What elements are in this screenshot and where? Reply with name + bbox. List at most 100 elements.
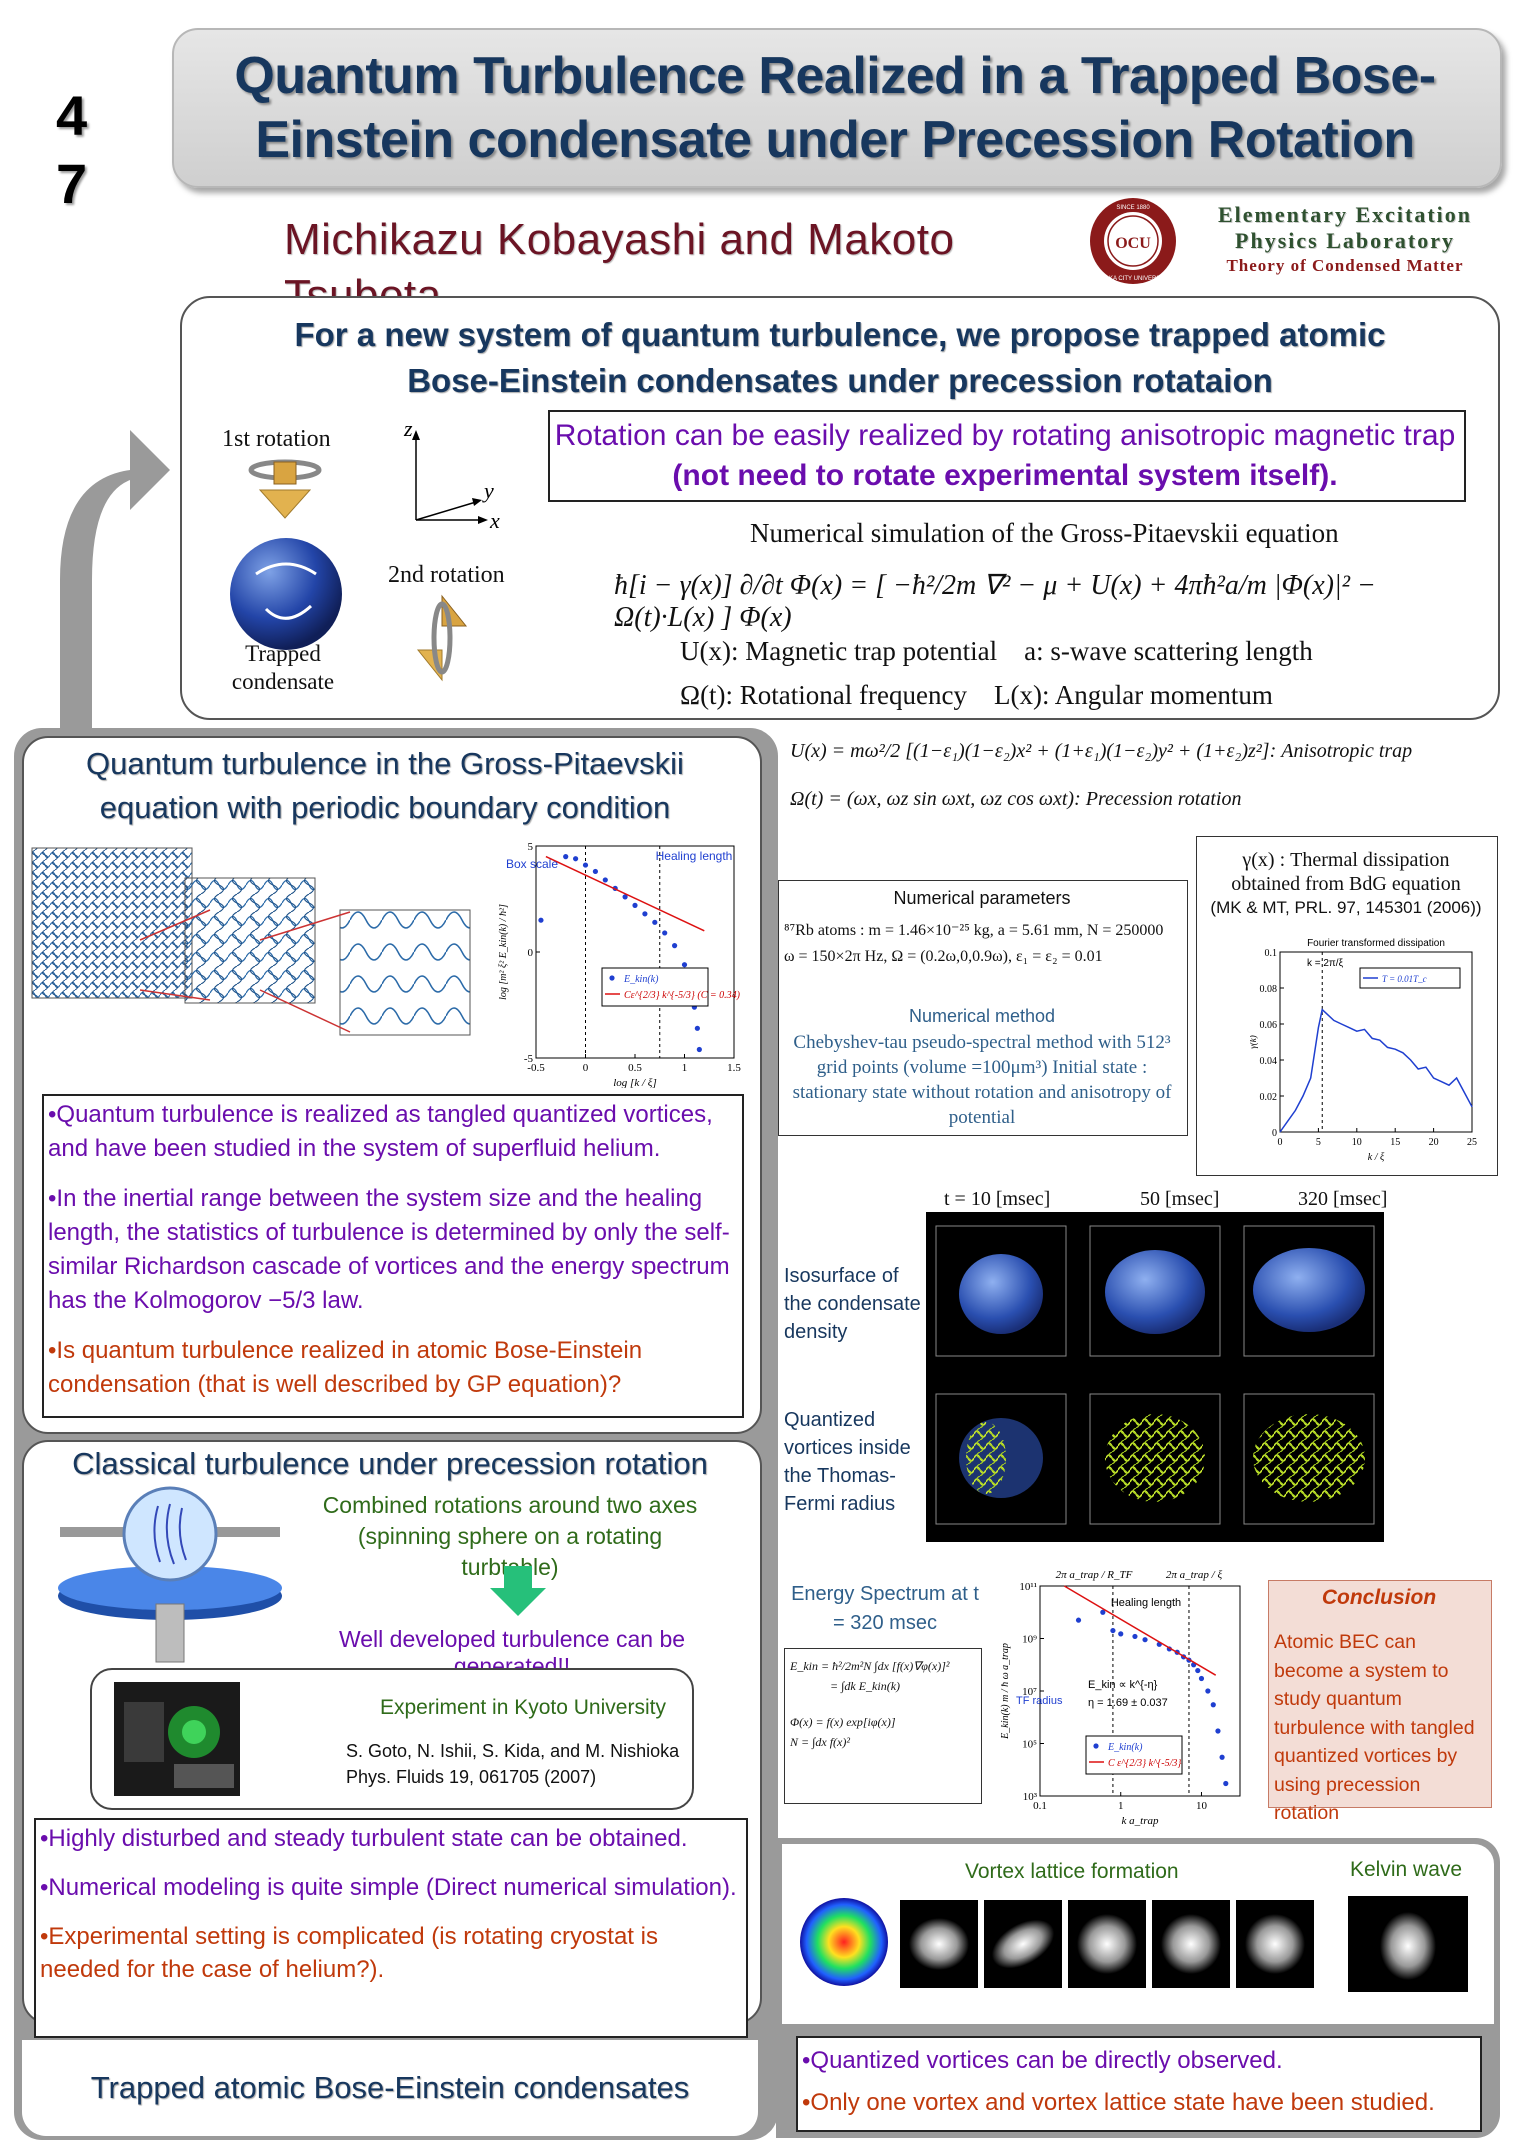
x-axis-label: k a_trap — [1122, 1815, 1159, 1827]
y-tick-label: 5 — [528, 841, 534, 853]
y-tick-label: 10⁹ — [1022, 1634, 1037, 1646]
gp-definitions-1: U(x): Magnetic trap potential a: s-wave … — [680, 636, 1313, 666]
chart-annotation: Healing length — [1111, 1597, 1181, 1609]
data-point — [662, 930, 668, 936]
kelvin-wave-label: Kelvin wave — [1350, 1858, 1463, 1881]
data-point — [1100, 1609, 1106, 1615]
data-point — [538, 917, 544, 923]
y-axis-label: log [m² ξ² E_kin(k) / ħ²] — [498, 904, 509, 1000]
experiment-title: Experiment in Kyoto University — [380, 1696, 666, 1719]
second-rotation-icon — [416, 594, 468, 682]
chart-annotation: Box scale — [506, 857, 558, 871]
x-tick-label: 0.5 — [628, 1062, 642, 1074]
precession-eq: Ω(t) = (ωx, ωz sin ωxt, ωz cos ωxt): Pre… — [790, 788, 1242, 810]
x-tick-label: -0.5 — [527, 1062, 545, 1074]
gp-pbc-bullets: •Quantum turbulence is realized as tangl… — [48, 1098, 738, 1418]
legend-label: E_kin(k) — [623, 974, 659, 985]
series-line — [545, 855, 705, 932]
intro-heading: For a new system of quantum turbulence, … — [294, 316, 1386, 399]
trapped-condensate-label: Trapped condensate — [231, 641, 335, 694]
y-tick-label: -5 — [524, 1053, 534, 1065]
y-tick-label: 0.06 — [1260, 1020, 1278, 1031]
classical-bullets: •Highly disturbed and steady turbulent s… — [40, 1822, 740, 2002]
x-tick-label: 10 — [1352, 1137, 1362, 1148]
x-tick-label: 5 — [1316, 1137, 1321, 1148]
vortex-tangle-images — [31, 847, 471, 1036]
classical-bullet-2: •Numerical modeling is quite simple (Dir… — [40, 1874, 737, 1901]
gp-pbc-bullet-2: •In the inertial range between the syste… — [48, 1185, 730, 1314]
x-tick-label: 20 — [1429, 1137, 1439, 1148]
x-tick-label: 10 — [1196, 1800, 1208, 1812]
time-label-3: 320 [msec] — [1298, 1188, 1388, 1210]
params-values: ⁸⁷Rb atoms : m = 1.46×10⁻²⁵ kg, a = 5.61… — [784, 922, 1164, 965]
isosurface-label: Isosurface of the condensate density — [784, 1265, 921, 1343]
dissipation-chart: 0 5 10 15 20 25 0 0.02 0.04 0.06 0.08 0.1 k / ξ γ(k) F… — [1250, 938, 1477, 1163]
title-banner — [172, 28, 1502, 188]
data-point — [592, 868, 598, 875]
time-label-1: t = 10 [msec] — [944, 1188, 1051, 1210]
y-tick-label: 10⁷ — [1022, 1686, 1037, 1698]
data-point — [1110, 1627, 1116, 1634]
y-tick-label: 10³ — [1023, 1791, 1038, 1803]
data-point — [696, 1046, 702, 1053]
data-point — [652, 919, 658, 925]
gp-equation: ħ[i − γ(x)] ∂/∂t Φ(x) = [ −ħ²/2m ∇² − μ … — [614, 570, 1376, 633]
data-point — [573, 856, 579, 862]
data-point — [1205, 1688, 1211, 1694]
legend-label: T = 0.01T_c — [1382, 974, 1427, 984]
x-tick-label: 1 — [1118, 1800, 1124, 1812]
data-point — [672, 943, 678, 949]
first-rotation-icon — [248, 459, 322, 519]
bec-heading: Trapped atomic Bose-Einstein condensates — [90, 2070, 690, 2105]
first-rotation-label: 1st rotation — [222, 426, 331, 452]
bec-bullets: •Quantized vortices can be directly obse… — [802, 2040, 1474, 2124]
axes-diagram: z y x — [403, 420, 500, 533]
data-point — [1223, 1780, 1229, 1787]
energy-spectrum-chart: 0.1 1 10 10³ 10⁵ 10⁷ 10⁹ 10¹¹ k a_trap E_kin(k) m… — [1000, 1569, 1241, 1827]
x-tick-label: 0 — [583, 1062, 589, 1074]
data-point — [1210, 1702, 1216, 1708]
logo-top-text: SINCE 1880 — [1116, 205, 1150, 211]
conclusion-box — [1268, 1580, 1492, 1808]
y-tick-label: 0.04 — [1260, 1056, 1278, 1067]
legend-box — [1359, 967, 1461, 989]
rotation-text: Rotation can be easily realized by rotat… — [554, 419, 1456, 492]
gp-definitions-2: Ω(t): Rotational frequency L(x): Angular… — [680, 680, 1273, 710]
data-point — [694, 1025, 700, 1031]
energy-equations: E_kin = ħ²/2m²N ∫dx [f(x)∇φ(x)]² = ∫dk E… — [790, 1659, 950, 1749]
x-tick-label: 1.5 — [727, 1062, 741, 1074]
chart-annotation: TF radius — [1016, 1695, 1063, 1707]
anisotropic-trap-eq: U(x) = mω²/2 [(1−ε₁)(1−ε₂)x² + (1+ε₁)(1−… — [790, 740, 1413, 762]
method-heading: Numerical method — [908, 1006, 1056, 1026]
logo-center-text: OCU — [1115, 235, 1151, 252]
x-tick-label: 0.1 — [1033, 1800, 1047, 1812]
data-point — [1142, 1637, 1148, 1643]
data-point — [1132, 1633, 1138, 1640]
axis-y-label: y — [482, 478, 494, 503]
x-tick-label: 0 — [1278, 1137, 1283, 1148]
legend-label: Cε^{2/3} k^{-5/3} (C = 0.34) — [624, 990, 741, 1001]
gp-pbc-bullet-3: •Is quantum turbulence realized in atomi… — [48, 1337, 643, 1398]
x-tick-label: 1 — [682, 1062, 688, 1074]
classical-bullet-1: •Highly disturbed and steady turbulent s… — [40, 1825, 688, 1852]
axis-z-label: z — [403, 420, 413, 441]
chart-title: Fourier transformed dissipation — [1307, 938, 1445, 949]
legend-marker — [609, 975, 615, 981]
energy-heading: Energy Spectrum at t = 320 msec — [791, 1583, 979, 1634]
data-point — [1198, 1675, 1205, 1682]
time-label-2: 50 [msec] — [1140, 1188, 1220, 1210]
data-point — [563, 854, 569, 860]
gp-pbc-heading: Quantum turbulence in the Gross-Pitaevsk… — [86, 746, 684, 825]
experiment-reference: S. Goto, N. Ishii, S. Kida, and M. Nishi… — [346, 1741, 680, 1787]
chart-annotation: Healing length — [656, 849, 733, 863]
classical-heading: Classical turbulence under precession ro… — [72, 1446, 708, 1481]
data-point — [622, 894, 628, 900]
bec-bullet-1: •Quantized vortices can be directly obse… — [802, 2047, 1283, 2074]
x-axis-label: log [k / ξ] — [613, 1077, 657, 1088]
axis-x-label: x — [489, 508, 500, 533]
y-axis-label: E_kin(k) m / ħ ω a_trap — [1000, 1643, 1011, 1740]
y-tick-label: 10¹¹ — [1019, 1581, 1037, 1593]
gp-heading: Numerical simulation of the Gross-Pitaev… — [750, 518, 1339, 548]
logo-ring-text: OSAKA CITY UNIVERSITY — [1096, 276, 1169, 282]
legend-marker — [1093, 1743, 1099, 1749]
